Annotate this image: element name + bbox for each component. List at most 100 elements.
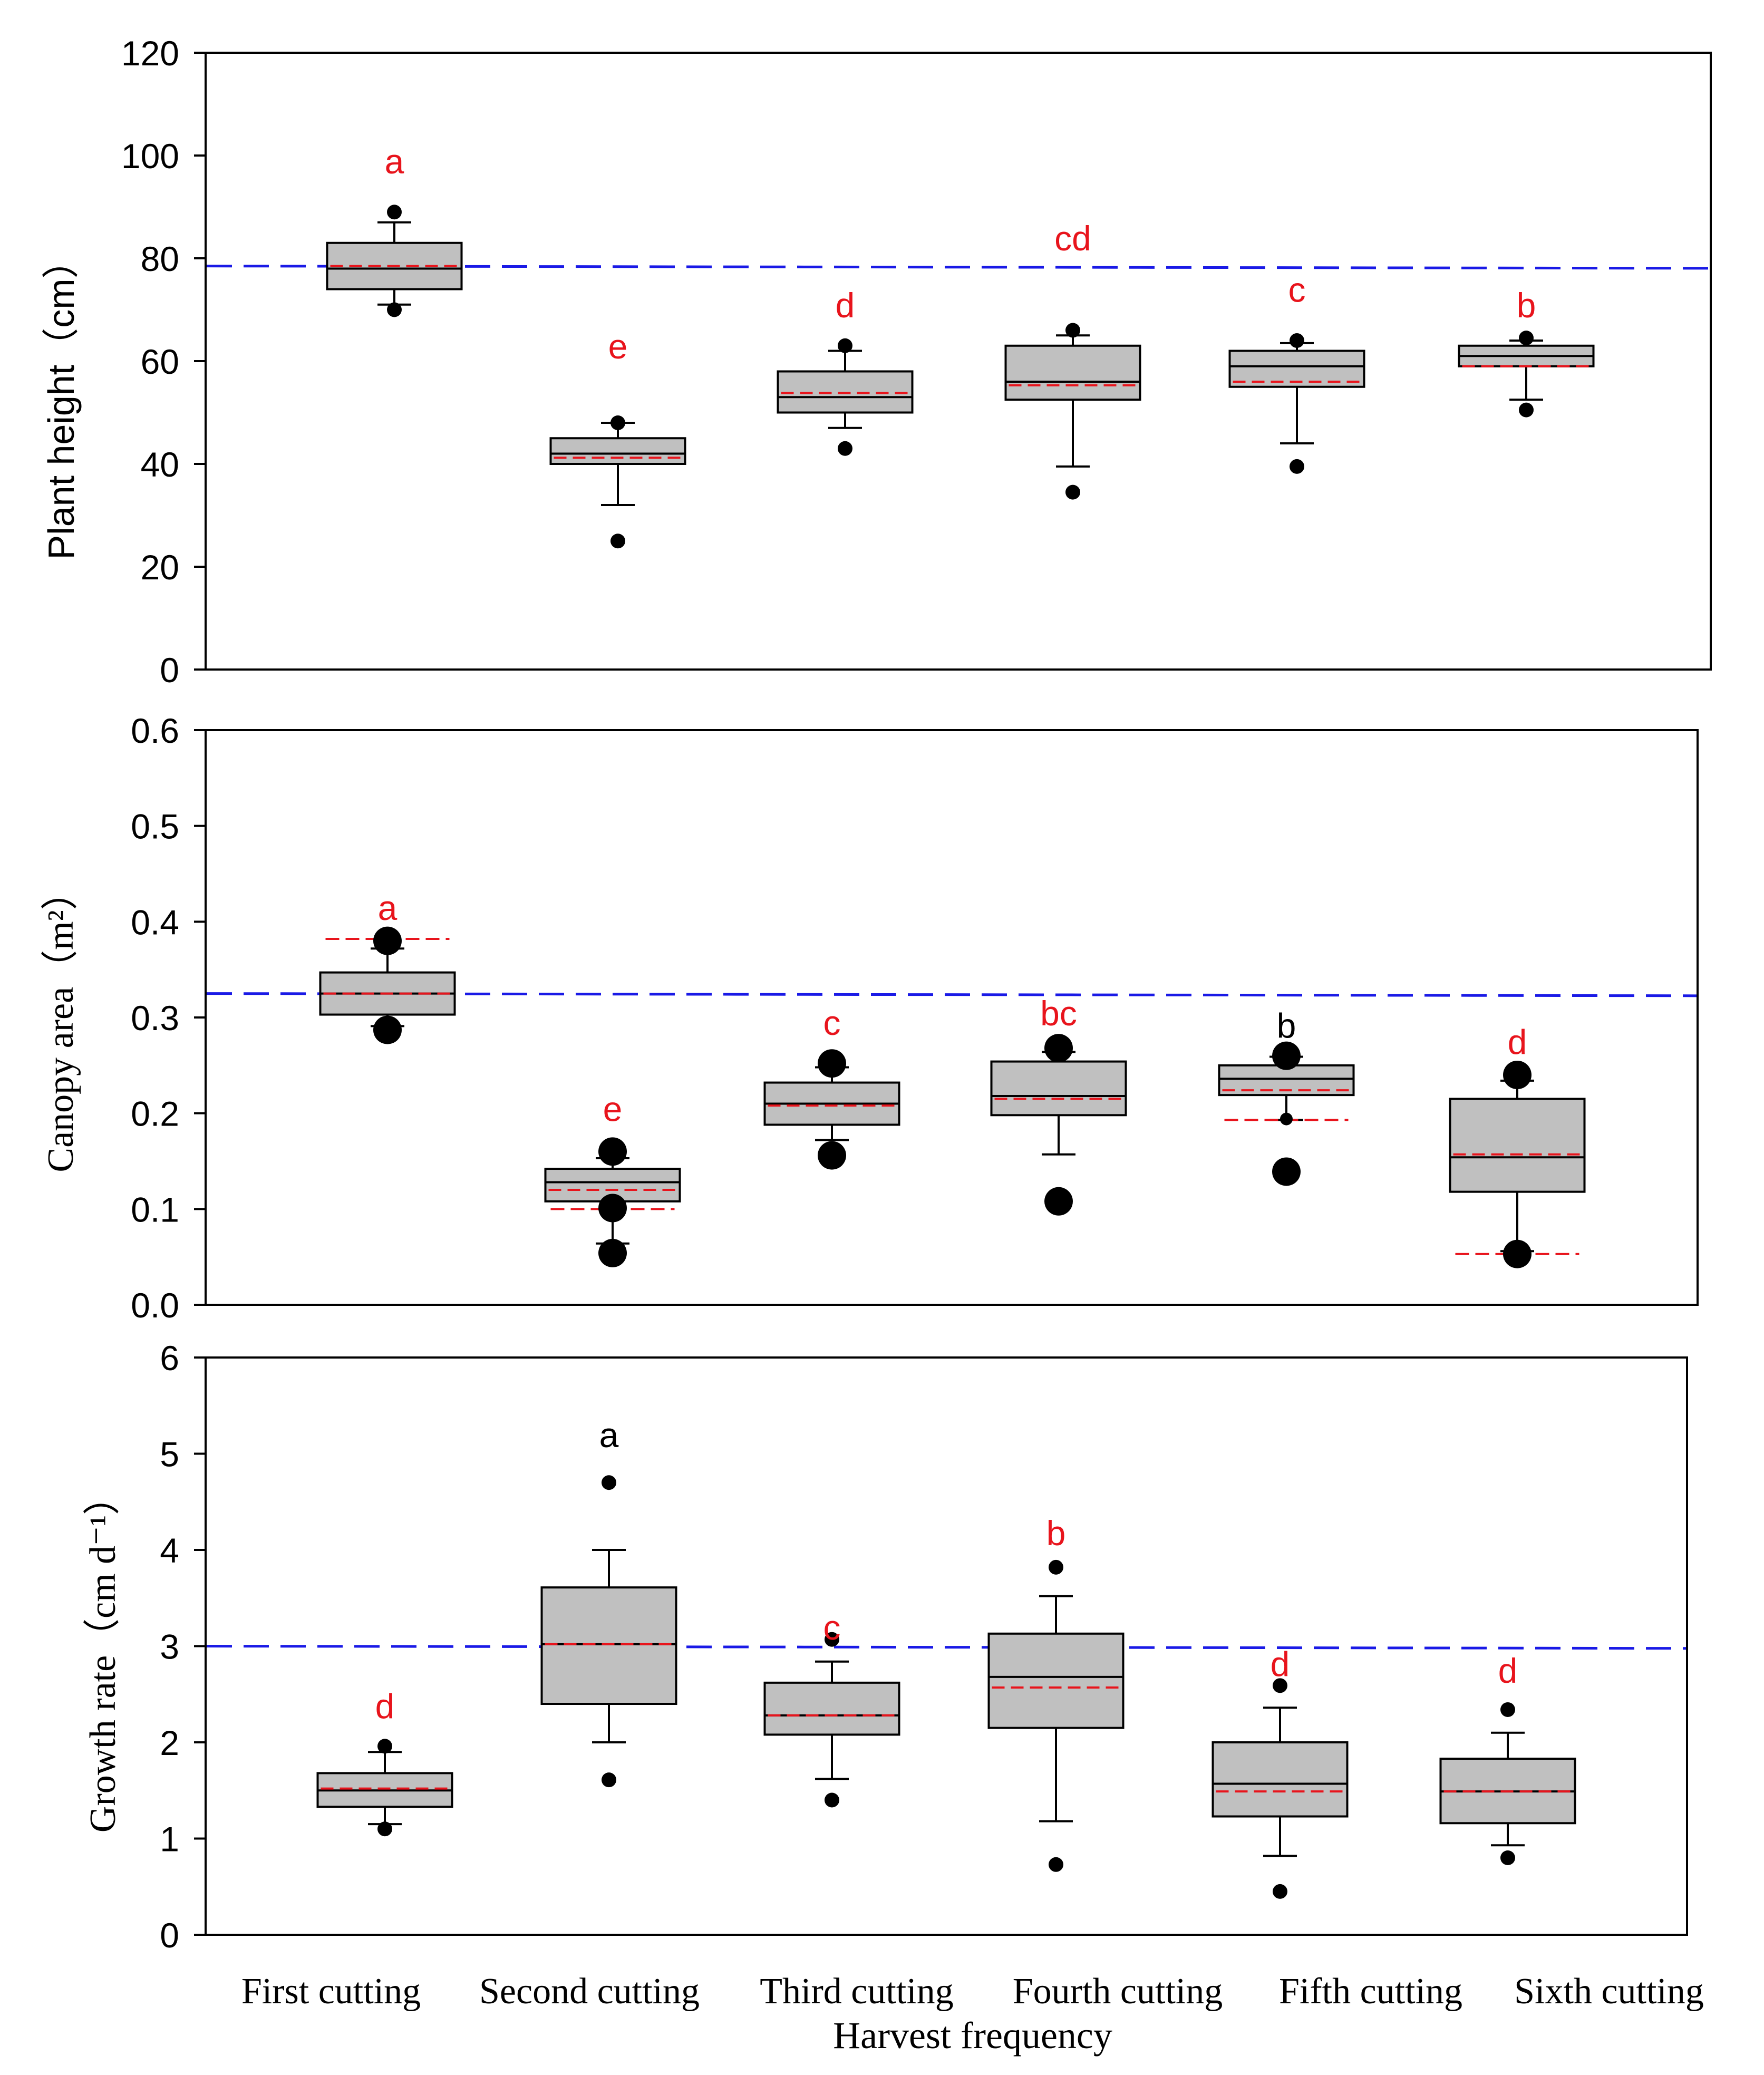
box-first-cutting: a [326,142,463,317]
box-sixth-cutting: b [1458,286,1595,418]
outlier-point [387,302,402,317]
outlier-point [598,1238,627,1267]
significance-letter: cd [1054,219,1091,258]
significance-letter: a [378,888,398,927]
overall-mean-reference-line [206,992,1697,997]
y-tick-label: 0.4 [131,903,179,942]
outlier-point [377,1739,392,1754]
significance-letter: d [1271,1644,1290,1683]
significance-letter: a [599,1415,619,1455]
significance-letter: c [823,1608,841,1647]
box-fourth-cutting: bc [990,994,1127,1216]
box-first-cutting: a [319,888,456,1044]
box-iqr [540,1586,677,1705]
box-second-cutting: a [540,1415,677,1788]
y-tick-label: 0.3 [131,998,179,1038]
box-iqr [1449,1098,1586,1193]
y-tick-label: 3 [160,1627,179,1666]
outlier-point [602,1475,616,1490]
outlier-point [1044,1034,1073,1063]
x-tick-label-sixth-cutting: Sixth cutting [1514,1971,1704,2012]
box-iqr [1211,1741,1349,1818]
y-tick-label: 0.1 [131,1190,179,1229]
y-tick-label: 1 [160,1820,179,1859]
overall-mean-reference-line [206,265,1710,270]
box-third-cutting: c [763,1608,900,1808]
outlier-point [1290,459,1304,474]
significance-letter: d [1498,1651,1518,1690]
growth-rate-y-axis-label: Growth rate（cm d⁻¹） [83,1478,123,1832]
y-tick-label: 60 [141,342,179,381]
y-tick-label: 5 [160,1435,179,1474]
box-third-cutting: d [777,286,914,456]
box-iqr [990,1060,1127,1117]
significance-letter: d [1508,1022,1527,1061]
outlier-point [373,926,402,955]
y-tick-label: 120 [121,34,179,73]
y-tick-label: 100 [121,137,179,176]
significance-letter: a [385,142,404,181]
y-tick-label: 0.6 [131,711,179,750]
outlier-point [373,1015,402,1044]
significance-letter: e [608,327,628,366]
outlier-point [1290,333,1304,348]
y-tick-label: 80 [141,239,179,278]
significance-letter: d [375,1687,395,1726]
outlier-point [1503,1239,1532,1268]
outlier-point [838,441,852,456]
outlier-point [1049,1857,1063,1872]
outlier-point [825,1792,839,1808]
significance-letter: e [603,1090,623,1129]
outlier-point [825,1632,839,1647]
x-tick-label-fifth-cutting: Fifth cutting [1279,1971,1462,2012]
x-tick-label-fourth-cutting: Fourth cutting [1013,1971,1223,2012]
box-iqr [549,437,686,465]
y-tick-label: 20 [141,548,179,587]
outlier-point [1065,484,1080,500]
outlier-point [818,1141,846,1170]
x-tick-label-first-cutting: First cutting [241,1971,421,2012]
outlier-point [1519,402,1534,418]
plant-height-panel: Plant height（cm） 0 20 40 60 80 100 120 a e d cd c b [41,34,1712,690]
outlier-point [1065,323,1080,338]
y-tick-label: 0.5 [131,807,179,846]
significance-letter: b [1277,1006,1296,1045]
box-iqr [1004,344,1141,401]
y-tick-label: 0 [160,1916,179,1955]
growth-rate-panel: Growth rate（cm d⁻¹） 0 1 2 3 4 5 6 d a c b d d [83,1339,1688,1955]
outlier-point [1044,1187,1073,1216]
box-sixth-cutting: d [1439,1651,1576,1865]
box-third-cutting: c [763,1003,900,1170]
significance-letter: c [823,1003,841,1042]
outlier-point [610,415,625,430]
x-axis-title: Harvest frequency [833,2014,1112,2057]
outlier-point [1049,1559,1063,1575]
outlier-point [818,1049,846,1078]
y-tick-label: 2 [160,1723,179,1762]
outlier-point [387,205,402,220]
outlier-point [1273,1678,1287,1693]
x-tick-label-second-cutting: Second cutting [479,1971,700,2012]
outlier-point [1272,1157,1301,1186]
canopy-area-panel: Canopy area（m²） 0.0 0.1 0.2 0.3 0.4 0.5 0.6 a e c… [41,711,1699,1325]
significance-letter: d [836,286,855,325]
significance-letter: b [1046,1514,1066,1553]
x-axis: First cutting Second cutting Third cutti… [241,1971,1704,2057]
box-sixth-cutting: d [1449,1022,1586,1268]
box-second-cutting: e [549,327,686,549]
box-iqr [987,1632,1125,1729]
box-fourth-cutting: b [987,1514,1125,1872]
outlier-point [598,1137,627,1166]
outlier-point [598,1194,627,1223]
box-fourth-cutting: cd [1004,219,1141,500]
outlier-point [1272,1041,1301,1070]
outlier-point [1280,1112,1293,1126]
significance-letter: b [1517,286,1536,325]
x-tick-label-third-cutting: Third cutting [760,1971,953,2012]
overall-mean-reference-line [206,1645,1687,1650]
box-second-cutting: e [544,1090,681,1267]
outlier-point [1500,1702,1515,1717]
canopy-area-y-axis-label: Canopy area（m²） [41,873,81,1172]
box-iqr [763,1681,900,1736]
significance-letter: bc [1040,994,1077,1033]
